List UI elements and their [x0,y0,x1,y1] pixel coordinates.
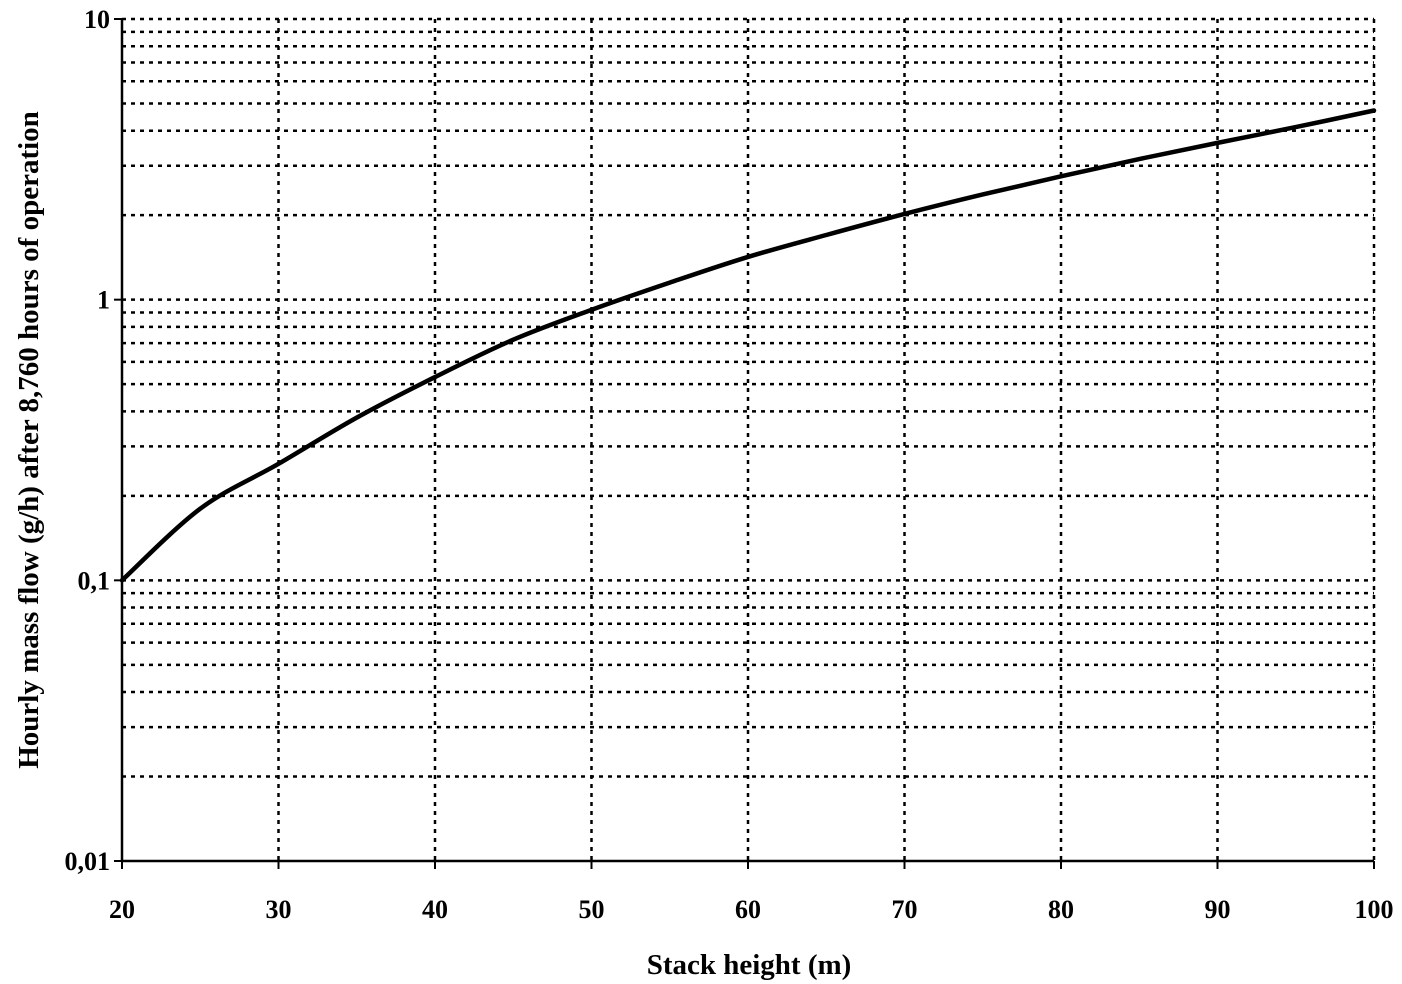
y-tick-label: 10 [84,5,110,34]
y-tick-label: 1 [97,286,110,315]
x-tick-label: 70 [892,895,918,924]
axes [114,18,1375,869]
x-tick-label: 40 [422,895,448,924]
x-tick-label: 20 [109,895,135,924]
x-tick-label: 80 [1048,895,1074,924]
series-line [119,108,1377,583]
x-axis-title: Stack height (m) [647,949,852,981]
y-tick-label: 0,01 [65,847,111,876]
series-layer [119,108,1377,583]
x-tick-label: 100 [1355,895,1394,924]
y-axis-title: Hourly mass flow (g/h) after 8,760 hours… [13,111,45,769]
grid [122,17,1376,861]
x-tick-label: 60 [735,895,761,924]
x-tick-label: 90 [1205,895,1231,924]
tick-labels: 20 30 40 50 60 70 80 90 100 0,01 0,1 1 10 [65,5,1394,924]
y-tick-label: 0,1 [78,566,111,595]
x-tick-label: 50 [579,895,605,924]
x-tick-label: 30 [266,895,292,924]
